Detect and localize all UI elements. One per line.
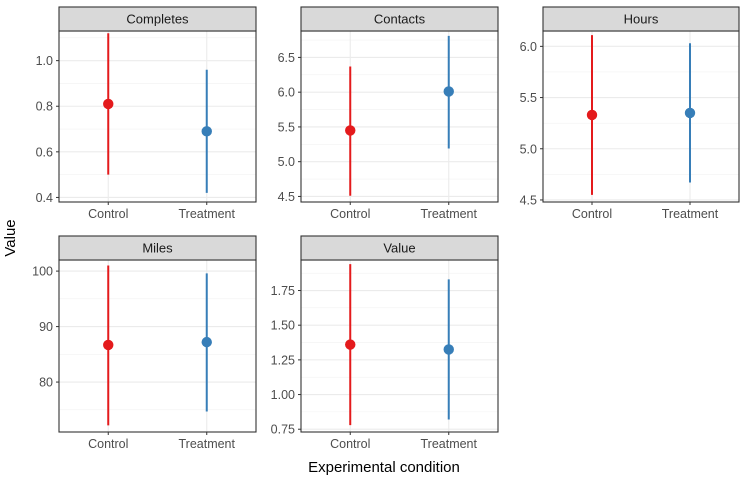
point-control <box>103 339 114 351</box>
point-control <box>345 339 356 350</box>
point-treatment <box>684 107 696 119</box>
y-tick-label: 90 <box>39 320 53 334</box>
facet-strip <box>300 235 499 261</box>
x-tick-label-treatment: Treatment <box>420 437 477 451</box>
y-tick-label: 6.0 <box>278 86 295 100</box>
panel-background <box>59 31 256 202</box>
facet-strip <box>542 6 740 32</box>
y-tick-label: 1.0 <box>36 54 53 68</box>
y-tick-label: 1.50 <box>271 319 295 333</box>
point-control <box>103 98 114 110</box>
point-treatment <box>443 344 454 355</box>
x-tick-label-control: Control <box>572 207 612 221</box>
facet-strip-label: Completes <box>126 12 189 27</box>
point-treatment <box>443 86 454 97</box>
facet-strip-label: Value <box>383 241 415 256</box>
x-tick-label-treatment: Treatment <box>662 207 719 221</box>
y-tick-label: 100 <box>32 265 53 279</box>
y-tick-label: 0.6 <box>36 145 53 159</box>
facet-strip-label: Contacts <box>374 12 426 27</box>
x-tick-label-control: Control <box>330 437 370 451</box>
y-tick-label: 1.00 <box>271 388 295 402</box>
panel-contacts: 4.5 5.0 5.5 6.0 6.5 Control Treatment Contacts <box>278 6 499 221</box>
point-treatment <box>201 126 212 137</box>
y-tick-label: 5.0 <box>278 155 295 169</box>
y-tick-label: 5.5 <box>520 91 537 105</box>
y-tick-label: 4.5 <box>278 190 295 204</box>
y-tick-label: 6.5 <box>278 51 295 65</box>
facet-strip <box>300 6 499 32</box>
y-tick-label: 0.75 <box>271 423 295 437</box>
x-tick-label-control: Control <box>88 207 128 221</box>
point-control <box>586 109 598 121</box>
panel-miles: 80 90 100 Control Treatment Miles <box>32 235 257 451</box>
panel-background <box>301 260 498 432</box>
x-tick-label-control: Control <box>88 437 128 451</box>
x-tick-label-control: Control <box>330 207 370 221</box>
panel-background <box>543 31 739 202</box>
facet-strip <box>58 6 257 32</box>
facet-strip <box>58 235 257 261</box>
x-tick-label-treatment: Treatment <box>178 207 235 221</box>
panel-background <box>59 260 256 432</box>
y-tick-label: 6.0 <box>520 40 537 54</box>
y-tick-label: 80 <box>39 376 53 390</box>
y-tick-label: 1.25 <box>271 353 295 367</box>
point-treatment <box>201 336 212 348</box>
y-tick-label: 5.0 <box>520 142 537 156</box>
panel-hours: 4.5 5.0 5.5 6.0 Control Treatment Hours <box>520 6 740 221</box>
panel-value: 0.75 1.00 1.25 1.50 1.75 Control Treatment Valu… <box>271 235 499 451</box>
x-axis-title: Experimental condition <box>308 459 460 476</box>
panel-completes: 0.4 0.6 0.8 1.0 Control Treatment Completes <box>36 6 257 221</box>
point-control <box>345 125 356 136</box>
y-tick-label: 0.4 <box>36 191 53 205</box>
panel-background <box>301 31 498 202</box>
x-tick-label-treatment: Treatment <box>420 207 477 221</box>
y-axis-title: Value <box>2 219 19 256</box>
y-tick-label: 5.5 <box>278 120 295 134</box>
y-tick-label: 0.8 <box>36 100 53 114</box>
facet-strip-label: Hours <box>624 12 659 27</box>
y-tick-label: 4.5 <box>520 193 537 207</box>
facet-strip-label: Miles <box>142 241 173 256</box>
y-tick-label: 1.75 <box>271 284 295 298</box>
x-tick-label-treatment: Treatment <box>178 437 235 451</box>
